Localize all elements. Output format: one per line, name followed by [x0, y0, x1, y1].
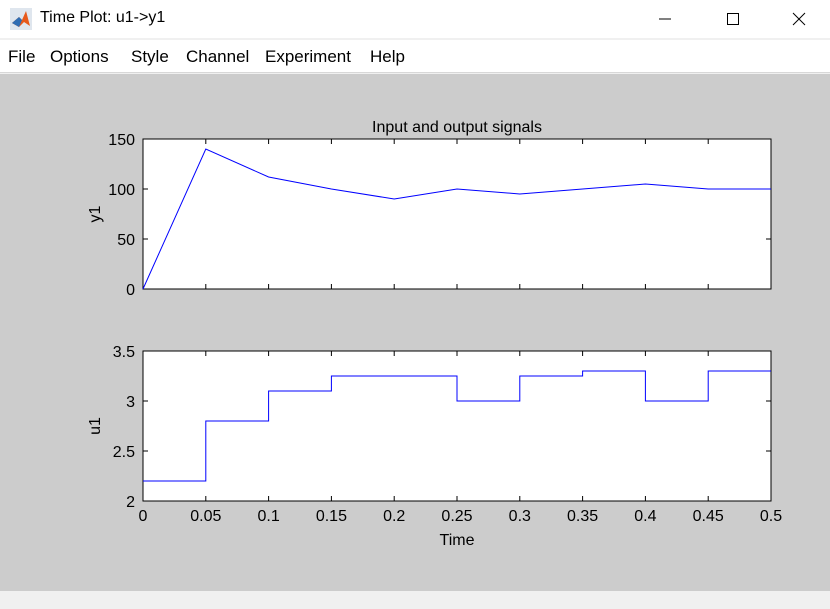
matlab-logo-icon: [10, 8, 32, 30]
plot-canvas[interactable]: Input and output signals y1 0 50 100 150 u1…: [0, 74, 830, 591]
menu-help[interactable]: Help: [370, 47, 405, 66]
maximize-button[interactable]: [700, 0, 766, 38]
y-tick-label: 50: [117, 232, 135, 249]
x-tick-label: 0.45: [693, 508, 724, 525]
status-strip: [0, 591, 830, 609]
menu-options[interactable]: Options: [50, 47, 109, 66]
y1-axis-label: y1: [87, 205, 104, 222]
figure-area: Input and output signals y1 0 50 100 150 u1…: [0, 74, 830, 591]
y1-series-line: [142, 148, 771, 290]
close-button[interactable]: [766, 0, 830, 38]
axes-u1[interactable]: u1 Time 0 0.05 0.1 0.15 0.2 0.25 0.3 0.35 0.4 0.4…: [87, 344, 782, 549]
chart-title: Input and output signals: [372, 119, 542, 136]
axes-u1-background: [142, 350, 772, 502]
x-tick-label: 0.1: [257, 508, 279, 525]
title-bar: Time Plot: u1->y1: [0, 0, 830, 38]
axes-y1-ticks: 0 50 100 150: [108, 132, 772, 299]
maximize-icon: [727, 13, 739, 25]
y-tick-label: 2.5: [113, 444, 135, 461]
x-tick-label: 0.5: [760, 508, 782, 525]
u1-axis-label: u1: [87, 417, 104, 435]
time-axis-label: Time: [440, 532, 475, 549]
axes-y1-background: [142, 138, 772, 290]
x-tick-label: 0.3: [509, 508, 531, 525]
menu-bar: File Options Style Channel Experiment He…: [0, 40, 830, 73]
x-tick-label: 0.4: [634, 508, 656, 525]
menu-channel[interactable]: Channel: [186, 47, 250, 66]
menu-style[interactable]: Style: [131, 47, 169, 66]
x-tick-label: 0.25: [441, 508, 472, 525]
axes-u1-ticks: 0 0.05 0.1 0.15 0.2 0.25 0.3 0.35 0.4 0.45 0.5 2 2.5…: [113, 344, 782, 525]
y-tick-label: 3.5: [113, 344, 135, 361]
close-icon: [792, 12, 806, 26]
axes-y1[interactable]: Input and output signals y1 0 50 100 150: [87, 119, 772, 299]
u1-series-line: [143, 370, 771, 482]
x-tick-label: 0.15: [316, 508, 347, 525]
x-tick-label: 0.05: [190, 508, 221, 525]
y-tick-label: 150: [108, 132, 135, 149]
x-tick-label: 0: [139, 508, 148, 525]
window-title: Time Plot: u1->y1: [40, 9, 166, 26]
menu-experiment[interactable]: Experiment: [265, 47, 351, 66]
minimize-button[interactable]: [632, 0, 698, 38]
y-tick-label: 3: [126, 394, 135, 411]
menu-file[interactable]: File: [8, 47, 36, 66]
minimize-icon: [659, 18, 671, 20]
y-tick-label: 100: [108, 182, 135, 199]
x-tick-label: 0.2: [383, 508, 405, 525]
x-tick-label: 0.35: [567, 508, 598, 525]
y-tick-label: 2: [126, 494, 135, 511]
y-tick-label: 0: [126, 282, 135, 299]
